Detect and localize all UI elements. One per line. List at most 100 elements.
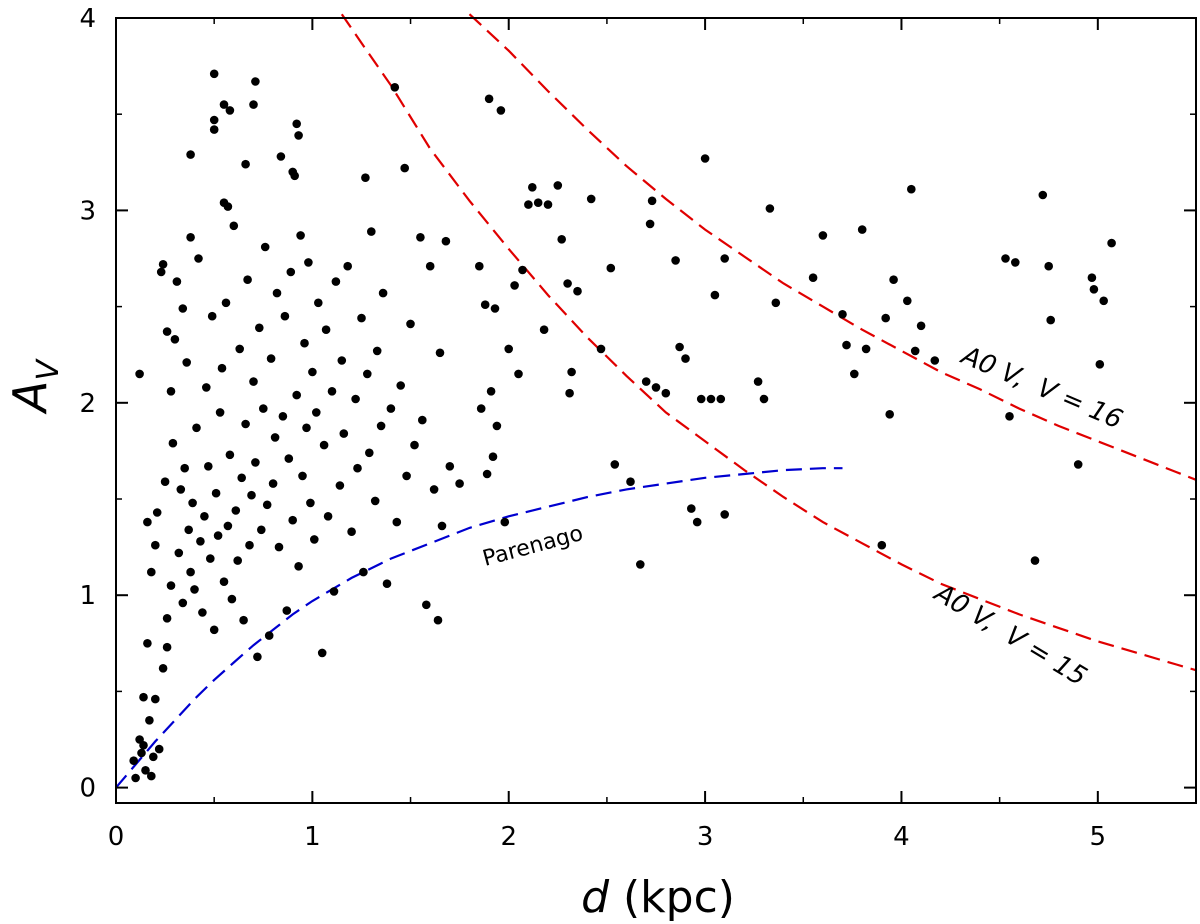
data-point <box>347 527 356 536</box>
data-point <box>378 288 388 298</box>
data-point <box>253 652 262 662</box>
data-point <box>156 267 166 277</box>
data-point <box>706 394 716 404</box>
data-point <box>223 202 233 211</box>
data-point <box>158 260 168 269</box>
data-point <box>219 577 229 586</box>
data-point <box>720 254 729 263</box>
data-point <box>327 387 337 396</box>
data-point <box>382 579 392 588</box>
data-point <box>147 771 156 781</box>
data-point <box>260 242 270 252</box>
x-axis-unit: (kpc) <box>623 872 735 923</box>
data-point <box>910 346 920 356</box>
data-point <box>696 394 706 404</box>
data-point <box>930 356 940 365</box>
data-point <box>247 490 256 500</box>
y-axis-subscript: V <box>31 358 66 381</box>
data-point <box>641 377 651 386</box>
data-point <box>885 410 894 419</box>
data-point <box>606 263 616 273</box>
data-point <box>200 512 209 521</box>
data-point <box>186 150 195 159</box>
data-point <box>651 383 661 392</box>
data-point <box>145 716 154 725</box>
data-point <box>406 319 415 329</box>
data-point <box>524 200 533 209</box>
data-point <box>500 517 510 527</box>
data-point <box>298 471 307 481</box>
data-point <box>211 488 221 498</box>
data-point <box>339 429 349 438</box>
data-point <box>367 227 376 236</box>
data-point <box>268 479 278 488</box>
data-point <box>152 508 162 517</box>
data-point <box>484 94 494 104</box>
x-axis-symbol: d <box>581 872 610 923</box>
data-point <box>610 460 620 469</box>
data-point <box>1095 360 1105 369</box>
data-point <box>386 404 396 413</box>
data-point <box>314 298 323 308</box>
data-point <box>475 261 484 271</box>
x-tick-label: 5 <box>1090 822 1107 852</box>
data-point <box>636 560 645 569</box>
data-point <box>170 335 180 344</box>
data-point <box>310 535 319 544</box>
data-point <box>143 517 152 527</box>
y-tick-label: 0 <box>79 774 96 804</box>
data-point <box>1011 258 1020 267</box>
data-point <box>455 479 464 488</box>
data-point <box>392 517 402 527</box>
data-point <box>765 204 775 213</box>
data-point <box>270 433 280 442</box>
data-point <box>1046 315 1055 325</box>
curve-parenago <box>115 467 843 789</box>
data-point <box>1038 190 1048 200</box>
data-point <box>573 286 582 296</box>
data-point <box>488 452 498 462</box>
data-point <box>323 512 333 521</box>
data-point <box>916 321 926 331</box>
data-point <box>151 540 160 550</box>
data-point <box>235 344 244 354</box>
data-point <box>225 106 235 115</box>
data-point <box>259 404 268 413</box>
data-point <box>154 744 164 754</box>
x-tick-label: 3 <box>697 822 714 852</box>
data-point <box>172 277 182 286</box>
data-point <box>317 648 327 658</box>
data-point <box>312 408 321 417</box>
data-point <box>889 275 898 285</box>
data-point <box>372 346 382 356</box>
data-point <box>184 525 193 535</box>
data-point <box>343 261 353 271</box>
data-point <box>223 521 233 531</box>
data-point <box>131 773 140 783</box>
data-point <box>139 741 148 750</box>
data-point <box>329 587 339 596</box>
data-point <box>716 394 726 404</box>
data-point <box>186 233 195 242</box>
data-point <box>139 692 148 702</box>
data-point <box>245 540 254 550</box>
points-layer <box>129 69 1116 783</box>
data-point <box>687 504 696 513</box>
data-point <box>351 394 360 404</box>
data-point <box>482 469 492 479</box>
data-point <box>264 631 274 640</box>
data-point <box>557 235 566 244</box>
data-point <box>202 383 211 392</box>
data-point <box>418 415 427 425</box>
plot-frame <box>115 17 1197 804</box>
data-point <box>294 562 303 571</box>
data-point <box>213 531 223 540</box>
data-point <box>490 304 500 313</box>
y-tick-label: 1 <box>79 581 96 611</box>
data-point <box>410 440 419 450</box>
data-point <box>492 421 502 431</box>
data-point <box>180 463 189 473</box>
data-point <box>710 290 720 300</box>
data-point <box>225 450 235 460</box>
data-point <box>147 567 156 577</box>
